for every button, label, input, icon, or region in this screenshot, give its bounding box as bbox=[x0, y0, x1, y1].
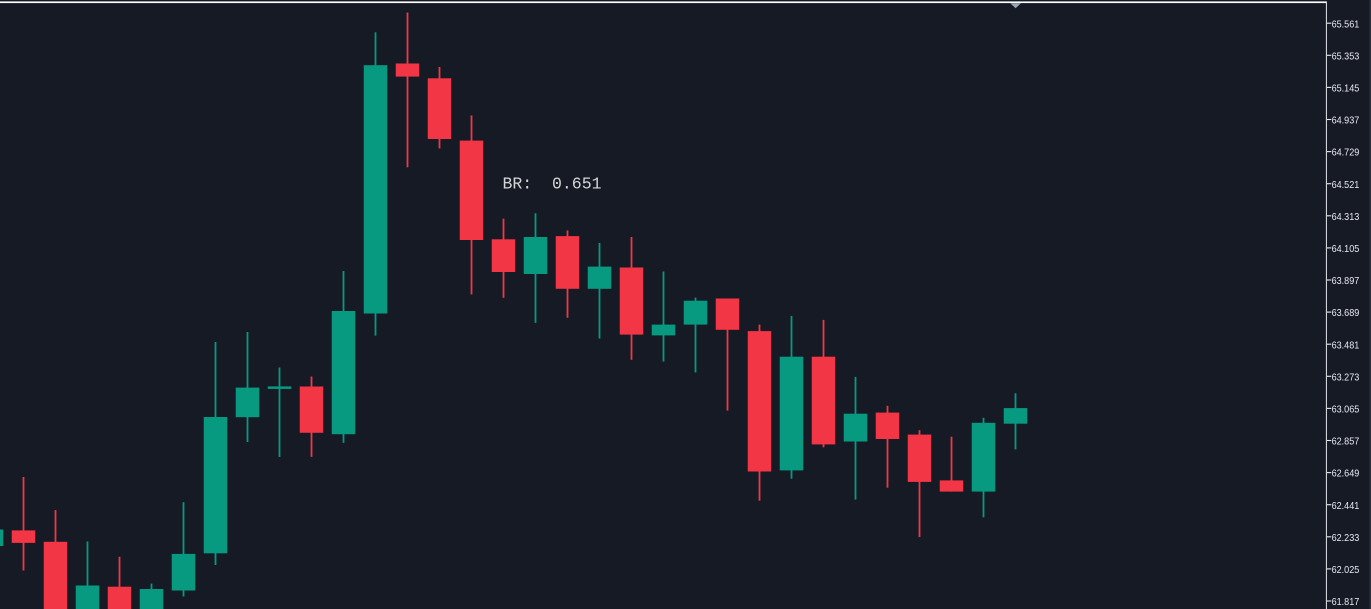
svg-text:63.689: 63.689 bbox=[1332, 308, 1360, 319]
svg-text:BR: 0.651: BR: 0.651 bbox=[503, 175, 602, 194]
svg-text:64.521: 64.521 bbox=[1332, 180, 1360, 191]
svg-text:63.897: 63.897 bbox=[1332, 276, 1360, 287]
svg-text:62.233: 62.233 bbox=[1332, 533, 1360, 544]
svg-text:65.145: 65.145 bbox=[1332, 83, 1360, 94]
svg-text:61.817: 61.817 bbox=[1332, 597, 1360, 608]
svg-text:62.025: 62.025 bbox=[1332, 565, 1360, 576]
svg-text:64.729: 64.729 bbox=[1332, 148, 1360, 159]
svg-text:64.105: 64.105 bbox=[1332, 244, 1360, 255]
svg-text:62.441: 62.441 bbox=[1332, 501, 1360, 512]
svg-text:62.649: 62.649 bbox=[1332, 469, 1360, 480]
svg-text:63.481: 63.481 bbox=[1332, 340, 1360, 351]
svg-text:64.937: 64.937 bbox=[1332, 116, 1360, 127]
svg-text:64.313: 64.313 bbox=[1332, 212, 1360, 223]
svg-text:63.065: 63.065 bbox=[1332, 404, 1360, 415]
svg-text:65.353: 65.353 bbox=[1332, 51, 1360, 62]
svg-text:65.561: 65.561 bbox=[1332, 19, 1360, 30]
svg-text:62.857: 62.857 bbox=[1332, 437, 1360, 448]
svg-text:63.273: 63.273 bbox=[1332, 372, 1360, 383]
